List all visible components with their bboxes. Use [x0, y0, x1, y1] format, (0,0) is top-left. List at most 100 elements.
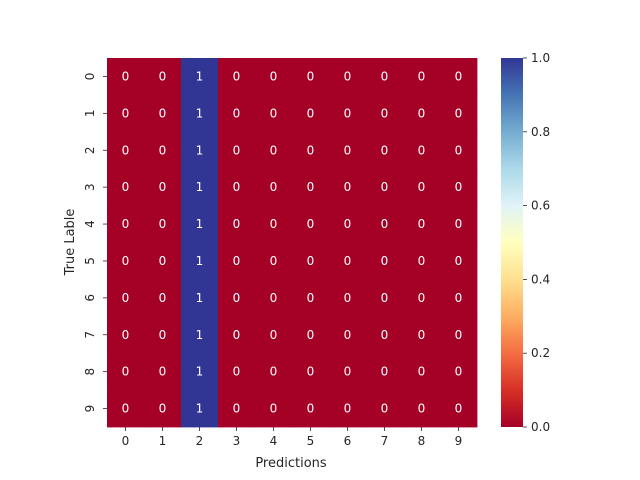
cell-value-label: 0	[381, 254, 389, 268]
cell-value-label: 0	[122, 69, 130, 83]
heatmap-cell	[144, 58, 182, 96]
cell-value-label: 0	[307, 217, 315, 231]
heatmap-cell	[292, 94, 330, 133]
cell-value-label: 0	[344, 365, 352, 379]
cell-value-label: 0	[270, 69, 278, 83]
cell-value-label: 0	[270, 328, 278, 342]
cell-value-label: 0	[307, 254, 315, 268]
heatmap-cell	[329, 279, 367, 317]
cell-value-label: 0	[418, 106, 426, 120]
cell-value-label: 0	[233, 143, 241, 157]
heatmap-cell	[181, 242, 219, 280]
heatmap-cell	[181, 94, 219, 133]
heatmap-cell	[218, 390, 256, 428]
cell-value-label: 0	[418, 291, 426, 305]
heatmap-cell	[329, 242, 367, 280]
heatmap-cell	[218, 94, 256, 133]
cell-value-label: 0	[381, 143, 389, 157]
heatmap-cell	[144, 390, 182, 428]
cell-value-label: 0	[381, 69, 389, 83]
cell-value-label: 0	[122, 328, 130, 342]
cell-value-label: 0	[122, 291, 130, 305]
heatmap-cell	[292, 316, 330, 354]
heatmap-cell	[218, 316, 256, 354]
y-tick-label: 4	[83, 220, 97, 228]
cell-value-label: 0	[455, 217, 463, 231]
x-tick-label: 2	[196, 434, 204, 448]
cell-value-label: 0	[122, 143, 130, 157]
x-tick-label: 8	[418, 434, 426, 448]
cell-value-label: 0	[233, 106, 241, 120]
cell-value-label: 0	[381, 402, 389, 416]
heatmap-cells	[107, 58, 478, 428]
heatmap-cell	[329, 353, 367, 391]
heatmap-cell	[255, 94, 293, 133]
heatmap-cell	[218, 242, 256, 280]
cell-value-label: 0	[381, 365, 389, 379]
x-tick-label: 6	[344, 434, 352, 448]
cell-value-label: 0	[122, 365, 130, 379]
heatmap-cell	[255, 58, 293, 96]
heatmap-cell	[366, 205, 404, 243]
cell-value-label: 0	[159, 328, 167, 342]
cell-value-label: 0	[233, 254, 241, 268]
cell-value-label: 0	[159, 402, 167, 416]
cell-value-label: 0	[233, 180, 241, 194]
cell-value-label: 0	[233, 217, 241, 231]
cell-value-label: 0	[418, 217, 426, 231]
heatmap-cell	[366, 353, 404, 391]
heatmap-cell	[440, 316, 478, 354]
cell-value-label: 0	[418, 254, 426, 268]
cell-value-label: 1	[196, 106, 204, 120]
heatmap-cell	[329, 58, 367, 96]
cell-value-label: 0	[307, 402, 315, 416]
cell-value-label: 0	[159, 217, 167, 231]
x-tick-label: 4	[270, 434, 278, 448]
cell-value-label: 0	[159, 106, 167, 120]
cell-value-label: 0	[307, 365, 315, 379]
cell-value-label: 0	[418, 402, 426, 416]
y-tick-label: 5	[83, 257, 97, 265]
heatmap-cell	[292, 168, 330, 206]
cell-value-label: 1	[196, 69, 204, 83]
heatmap-cell	[218, 58, 256, 96]
heatmap-cell	[366, 131, 404, 170]
heatmap-cell	[403, 353, 441, 391]
y-axis-title: True Lable	[63, 209, 78, 277]
heatmap-cell	[440, 205, 478, 243]
heatmap-cell	[144, 316, 182, 354]
heatmap-cell	[218, 353, 256, 391]
cell-value-label: 0	[381, 217, 389, 231]
heatmap-cell	[144, 242, 182, 280]
heatmap-cell	[292, 353, 330, 391]
cell-value-label: 0	[122, 106, 130, 120]
heatmap-cell	[218, 205, 256, 243]
heatmap-cell	[366, 58, 404, 96]
cell-value-label: 0	[455, 180, 463, 194]
heatmap-cell	[292, 390, 330, 428]
cell-value-label: 0	[381, 106, 389, 120]
cell-value-label: 0	[270, 291, 278, 305]
cell-value-label: 0	[307, 328, 315, 342]
cell-value-label: 0	[418, 365, 426, 379]
heatmap-cell	[329, 94, 367, 133]
cell-value-label: 0	[233, 402, 241, 416]
heatmap-cell	[107, 279, 145, 317]
cell-value-label: 0	[381, 291, 389, 305]
heatmap-cell	[107, 353, 145, 391]
cell-value-label: 0	[418, 143, 426, 157]
heatmap-cell	[181, 168, 219, 206]
y-tick-label: 3	[83, 183, 97, 191]
x-tick-label: 3	[233, 434, 241, 448]
heatmap-cell	[144, 131, 182, 170]
cell-value-label: 0	[270, 254, 278, 268]
cell-labels: 0 0 1 0 0 0 0 0 0 0 0 0 1 0 0 0 0 0 0 0 0 0 1 0 0 0 0 0 0 0 0 0 1 0 0 0 0 0 0 0…	[122, 69, 463, 415]
cell-value-label: 0	[233, 291, 241, 305]
heatmap-cell	[403, 131, 441, 170]
colorbar-tick-label: 0.2	[531, 346, 550, 360]
heatmap-cell	[181, 390, 219, 428]
heatmap-cell	[403, 205, 441, 243]
cell-value-label: 0	[344, 254, 352, 268]
cell-value-label: 0	[455, 291, 463, 305]
